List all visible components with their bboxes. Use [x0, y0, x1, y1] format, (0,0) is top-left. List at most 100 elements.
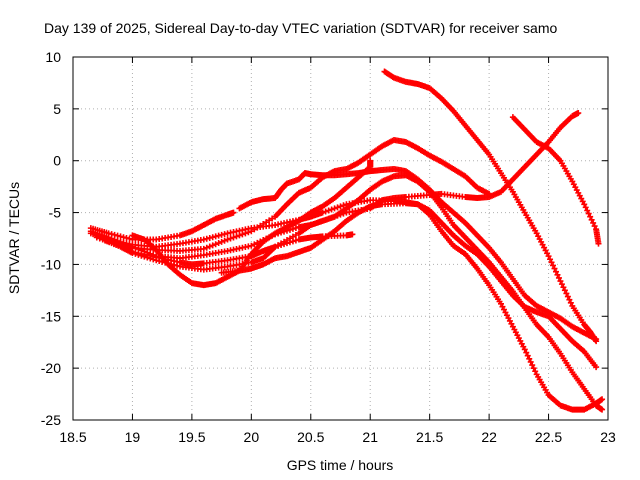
- y-tick-label: -25: [41, 412, 61, 428]
- x-tick-label: 18.5: [59, 429, 86, 445]
- data-point-marker: [292, 224, 299, 231]
- y-tick-label: -5: [49, 205, 62, 221]
- y-tick-label: 10: [45, 49, 61, 65]
- y-tick-label: -15: [41, 308, 61, 324]
- data-point-marker: [545, 253, 552, 260]
- y-tick-label: -20: [41, 360, 61, 376]
- data-point-marker: [135, 251, 142, 258]
- data-point-marker: [591, 223, 598, 230]
- data-point-marker: [550, 262, 557, 269]
- data-point-marker: [230, 209, 237, 216]
- data-point-marker: [593, 338, 600, 345]
- data-point-marker: [530, 365, 537, 372]
- x-tick-label: 21.5: [416, 429, 443, 445]
- data-point-marker: [486, 190, 493, 197]
- data-point-marker: [587, 213, 594, 220]
- x-tick-label: 20.5: [297, 429, 324, 445]
- x-tick-label: 19: [125, 429, 141, 445]
- data-point-marker: [564, 293, 571, 300]
- data-point-marker: [340, 202, 347, 209]
- data-point-marker: [599, 396, 606, 403]
- data-point-marker: [144, 254, 151, 261]
- data-point-marker: [588, 216, 595, 223]
- plot-frame: [72, 56, 609, 421]
- data-point-marker: [521, 346, 528, 353]
- x-tick-label: 19.5: [178, 429, 205, 445]
- data-point-marker: [555, 274, 562, 281]
- data-point-marker: [212, 241, 219, 248]
- data-point-marker: [567, 299, 574, 306]
- y-axis-label: SDTVAR / TECUs: [6, 182, 22, 294]
- data-point-marker: [292, 237, 299, 244]
- x-tick-label: 22: [481, 429, 497, 445]
- x-tick-label: 21: [362, 429, 378, 445]
- data-point-marker: [141, 253, 148, 260]
- y-tick-label: 0: [53, 153, 61, 169]
- data-point-marker: [581, 201, 588, 208]
- data-point-marker: [526, 355, 533, 362]
- series-s9: [236, 166, 600, 343]
- data-point-marker: [150, 256, 157, 263]
- data-point-marker: [367, 157, 374, 164]
- data-point-marker: [331, 205, 338, 212]
- data-point-marker: [582, 204, 589, 211]
- data-point-marker: [337, 203, 344, 210]
- series-group: [87, 68, 606, 413]
- data-point-marker: [593, 364, 600, 371]
- data-point-marker: [319, 209, 326, 216]
- x-tick-labels: 18.5 19 19.5 20 20.5 21 21.5 22 22.5 23: [59, 429, 616, 445]
- data-point-marker: [547, 256, 554, 263]
- data-point-marker: [96, 235, 103, 242]
- data-point-marker: [599, 406, 606, 413]
- data-point-marker: [221, 237, 228, 244]
- data-point-marker: [590, 219, 597, 226]
- data-point-marker: [566, 296, 573, 303]
- data-point-marker: [206, 243, 213, 250]
- chart-title: Day 139 of 2025, Sidereal Day-to-day VTE…: [44, 20, 557, 36]
- data-point-marker: [230, 234, 237, 241]
- data-point-marker: [239, 231, 246, 238]
- data-point-marker: [584, 207, 591, 214]
- series-s3: [93, 136, 493, 254]
- data-point-marker: [245, 229, 252, 236]
- data-point-marker: [227, 235, 234, 242]
- data-point-marker: [548, 259, 555, 266]
- y-tick-labels: 10 5 0 -5 -10 -15 -20 -25: [41, 49, 61, 428]
- data-point-marker: [242, 230, 249, 237]
- grid-lines: [73, 57, 608, 420]
- data-point-marker: [203, 244, 210, 251]
- data-point-marker: [349, 231, 356, 238]
- data-point-marker: [595, 240, 602, 247]
- series-s8: [218, 157, 374, 276]
- data-point-marker: [209, 242, 216, 249]
- data-point-marker: [527, 358, 534, 365]
- data-point-marker: [215, 240, 222, 247]
- data-point-marker: [236, 232, 243, 239]
- data-point-marker: [575, 110, 582, 117]
- data-point-marker: [322, 208, 329, 215]
- data-point-marker: [93, 234, 100, 241]
- series-s11: [509, 114, 602, 247]
- data-point-marker: [200, 245, 207, 252]
- data-point-marker: [554, 271, 561, 278]
- data-point-marker: [523, 349, 530, 356]
- data-point-marker: [560, 284, 567, 291]
- x-axis-label: GPS time / hours: [287, 457, 394, 473]
- x-tick-label: 22.5: [535, 429, 562, 445]
- data-point-marker: [585, 210, 592, 217]
- data-point-marker: [558, 281, 565, 288]
- data-point-marker: [132, 250, 139, 257]
- data-point-marker: [524, 352, 531, 359]
- x-tick-label: 23: [600, 429, 616, 445]
- axis-ticks: [72, 56, 609, 421]
- data-point-marker: [334, 204, 341, 211]
- series-s10: [381, 68, 600, 345]
- data-point-marker: [551, 265, 558, 272]
- series-s6: [129, 200, 606, 413]
- data-point-marker: [529, 362, 536, 369]
- data-point-marker: [224, 236, 231, 243]
- data-point-marker: [218, 238, 225, 245]
- series-s7: [87, 209, 237, 243]
- y-tick-label: -10: [41, 256, 61, 272]
